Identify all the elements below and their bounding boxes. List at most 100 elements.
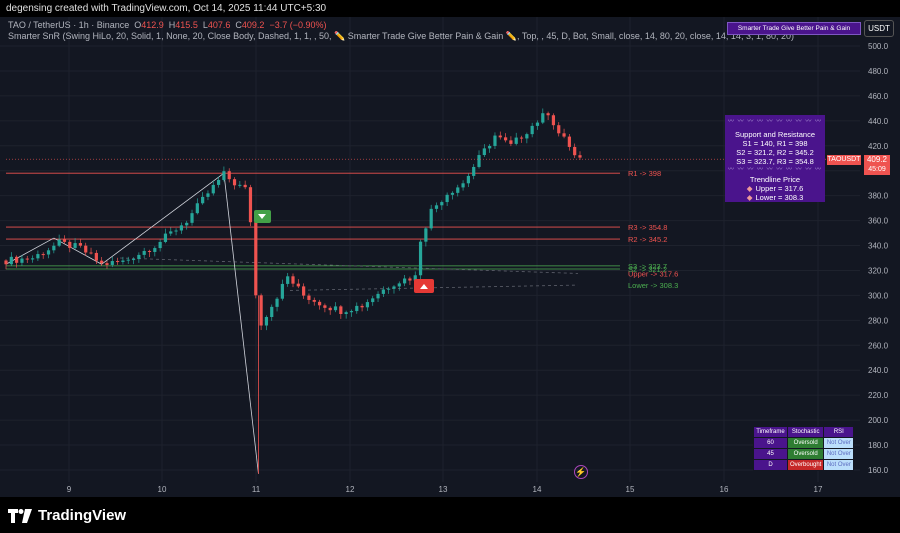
y-tick-label: 320.0 [868,266,889,275]
candle-body [371,298,375,303]
level-label: S2 -> 321.2 [628,265,667,274]
level-label: Lower -> 308.3 [628,281,678,290]
candle-body [211,184,215,194]
candle-body [503,137,508,141]
candle-body [222,171,226,180]
trend-lower-row: ◆ Lower = 308.3 [725,193,825,202]
candle-body [169,231,173,234]
candle-body [450,192,455,195]
candle-body [264,317,269,326]
x-tick-label: 13 [439,485,448,494]
candle-body [440,202,444,206]
lightning-icon[interactable]: ⚡ [574,465,588,479]
candle-body [73,243,77,248]
candle-body [562,133,566,137]
x-tick-label: 12 [346,485,355,494]
caption-text: degensing created with TradingView.com, … [6,3,327,14]
candle-body [286,276,290,284]
stochastic-cell: Oversold [786,448,825,460]
candle-body [349,311,354,313]
trendline-upper [119,257,579,274]
timeframe-cell: D [753,459,788,471]
high-value: 415.5 [175,20,198,30]
candle-body [578,155,582,158]
price-chart[interactable]: 9 10 11 12 13 14 15 16 17 160.0 180.0 200.0 220.0 240… [0,17,900,497]
candle-body [190,213,194,223]
rsi-cell: Not Over [823,437,855,449]
level-label: S3 -> 323.7 [628,262,667,271]
table-header-stochastic: Stochastic [786,426,825,438]
candle-body [488,145,492,149]
y-tick-label: 440.0 [868,117,889,126]
chart-area[interactable]: 9 10 11 12 13 14 15 16 17 160.0 180.0 200.0 220.0 240… [0,17,900,497]
table-header-timeframe: Timeframe [753,426,788,438]
y-tick-label: 340.0 [868,242,889,251]
candle-body [456,187,460,193]
up-arrow-icon [420,284,428,289]
swing-line [101,172,225,265]
candle-body [307,295,311,300]
trendline-title: Trendline Price [749,175,801,184]
candle-body [131,259,136,261]
candle-body [466,175,470,184]
symbol-tag: TAOUSDT [827,155,861,165]
y-tick-label: 180.0 [868,441,889,450]
candle-body [514,137,518,144]
diamond-icon: ◆ [746,184,753,193]
tradingview-mark-icon [8,508,32,523]
candle-body [243,184,247,188]
candle-body [482,148,486,156]
y-tick-label: 500.0 [868,42,889,51]
candle-body [174,230,178,232]
candle-body [557,125,561,134]
x-tick-label: 10 [158,485,167,494]
indicator-text: Smarter SnR (Swing HiLo, 20, Solid, 1, N… [8,31,794,41]
candle-body [121,260,125,262]
candle-body [126,259,130,261]
y-tick-label: 280.0 [868,316,889,325]
footer-bar: TradingView [0,497,900,533]
table-row: D Overbought Not Over [753,459,855,471]
legend-symbol-row: TAO / TetherUS · 1h · Binance O412.9 H41… [8,20,327,30]
y-tick-label: 240.0 [868,366,889,375]
candle-body [461,183,465,188]
candle-body [567,136,571,147]
candle-body [472,166,476,176]
candle-body [392,286,396,289]
indicator-legend[interactable]: Smarter SnR (Swing HiLo, 20, Solid, 1, N… [8,31,794,42]
candle-body [535,122,540,126]
stochastic-rsi-table: Timeframe Stochastic RSI 60 Oversold Not… [753,426,855,471]
panel-line-2: S2 = 321.2, R2 = 345.2 [736,148,814,157]
candle-body [551,115,556,126]
candle-body [546,113,550,116]
candle-body [20,258,24,263]
candle-body [238,184,242,186]
candle-body [493,135,497,146]
candle-body [142,250,146,255]
currency-button[interactable]: USDT [864,20,894,37]
candle-body [339,306,343,314]
candle-body [195,203,199,214]
y-tick-label: 300.0 [868,291,889,300]
table-row: 60 Oversold Not Over [753,437,855,449]
x-tick-label: 15 [626,485,635,494]
y-tick-label: 200.0 [868,416,889,425]
diamond-icon: ◆ [746,193,753,202]
candle-body [498,135,502,138]
y-tick-label: 160.0 [868,466,889,475]
candle-body [509,140,513,144]
rsi-cell: Not Over [823,448,855,460]
candle-body [296,283,300,287]
candle-body [333,306,338,311]
candle-body [110,261,114,265]
candle-body [201,196,205,204]
swing-line [53,237,102,265]
tradingview-logo[interactable]: TradingView [8,507,126,524]
candle-body [270,306,274,318]
candle-body [280,283,284,299]
candle-body [137,254,141,260]
candle-body [424,228,428,242]
candle-body [408,278,412,281]
candle-body [360,305,364,308]
candle-body [227,171,231,180]
